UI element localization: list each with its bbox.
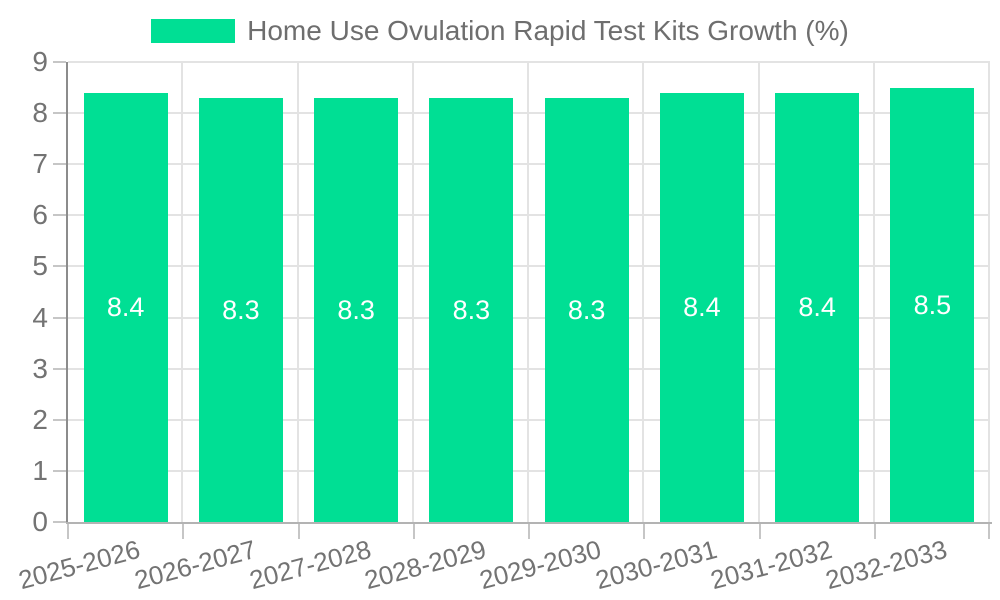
y-tick xyxy=(53,214,66,217)
bar[interactable] xyxy=(659,92,744,522)
y-tick-label: 1 xyxy=(32,454,48,486)
x-tick xyxy=(297,524,300,539)
y-tick xyxy=(53,418,66,421)
x-tick-label: 2029-2030 xyxy=(476,534,605,596)
y-tick-label: 0 xyxy=(32,506,48,537)
bar[interactable] xyxy=(83,92,168,522)
x-tick xyxy=(758,524,761,539)
y-tick xyxy=(53,163,66,166)
bar[interactable] xyxy=(544,97,629,522)
x-tick-label: 2025-2026 xyxy=(15,534,144,596)
legend-label[interactable]: Home Use Ovulation Rapid Test Kits Growt… xyxy=(247,15,849,46)
bar-value-label: 8.3 xyxy=(222,294,260,325)
y-tick-label: 7 xyxy=(32,148,48,180)
y-tick-label: 6 xyxy=(32,199,48,231)
bar[interactable] xyxy=(429,97,514,522)
y-tick xyxy=(53,265,66,268)
gridline-v xyxy=(872,62,875,522)
bar[interactable] xyxy=(198,97,283,522)
y-tick-label: 3 xyxy=(32,352,48,384)
gridline-v xyxy=(181,62,184,522)
y-tick-label: 8 xyxy=(32,97,48,129)
x-tick xyxy=(643,524,646,539)
plot-area: 0 1 2 3 4 5 6 7 8 9 8.4 2025-2026 8.3 2026-2027 8.3 202… xyxy=(16,47,992,595)
gridline-h xyxy=(68,469,990,472)
x-tick-label: 2031-2032 xyxy=(707,534,835,596)
gridline-h xyxy=(68,112,990,115)
y-axis-line xyxy=(66,62,68,524)
x-tick xyxy=(528,524,530,539)
bar-value-label: 8.3 xyxy=(337,294,375,325)
y-tick xyxy=(53,469,66,472)
x-tick xyxy=(412,524,415,539)
bar[interactable] xyxy=(314,97,399,522)
bar-value-label: 8.3 xyxy=(452,294,491,325)
y-tick-label: 5 xyxy=(32,250,48,282)
y-tick xyxy=(53,367,66,370)
y-tick xyxy=(53,112,66,115)
y-tick xyxy=(53,521,66,523)
gridline-v xyxy=(296,62,299,522)
x-tick xyxy=(67,524,69,539)
x-tick-label: 2027-2028 xyxy=(246,534,374,596)
gridline-h xyxy=(68,367,990,370)
y-tick xyxy=(53,316,66,319)
y-tick-label: 9 xyxy=(32,46,48,77)
gridline-v xyxy=(988,62,990,522)
y-tick xyxy=(53,61,66,63)
x-tick xyxy=(873,524,876,539)
x-axis-line xyxy=(66,522,992,524)
y-tick-label: 2 xyxy=(32,403,48,435)
gridline-h xyxy=(68,265,990,268)
gridline-v xyxy=(757,62,760,522)
bar-value-label: 8.4 xyxy=(798,292,836,323)
gridline-h xyxy=(68,316,990,319)
gridline-h xyxy=(68,61,990,63)
x-tick-label: 2026-2027 xyxy=(130,534,259,596)
y-tick-label: 4 xyxy=(32,301,48,333)
x-tick xyxy=(988,524,990,539)
gridline-h xyxy=(68,418,990,421)
x-tick xyxy=(182,524,185,539)
legend[interactable]: Home Use Ovulation Rapid Test Kits Growt… xyxy=(0,14,1000,48)
bar-value-label: 8.4 xyxy=(683,292,721,323)
gridline-v xyxy=(642,62,645,522)
x-tick-label: 2028-2029 xyxy=(361,534,490,596)
gridline-v xyxy=(527,62,529,522)
gridline-h xyxy=(68,214,990,217)
x-tick-label: 2030-2031 xyxy=(591,534,720,596)
gridline-v xyxy=(411,62,414,522)
legend-swatch[interactable] xyxy=(151,19,236,43)
bar[interactable] xyxy=(775,92,860,522)
bar[interactable] xyxy=(890,87,975,522)
bar-value-label: 8.5 xyxy=(913,289,952,320)
gridline-h xyxy=(68,163,990,166)
bar-value-label: 8.3 xyxy=(567,294,606,325)
bar-value-label: 8.4 xyxy=(106,292,145,323)
x-tick-label: 2032-2033 xyxy=(822,534,951,596)
